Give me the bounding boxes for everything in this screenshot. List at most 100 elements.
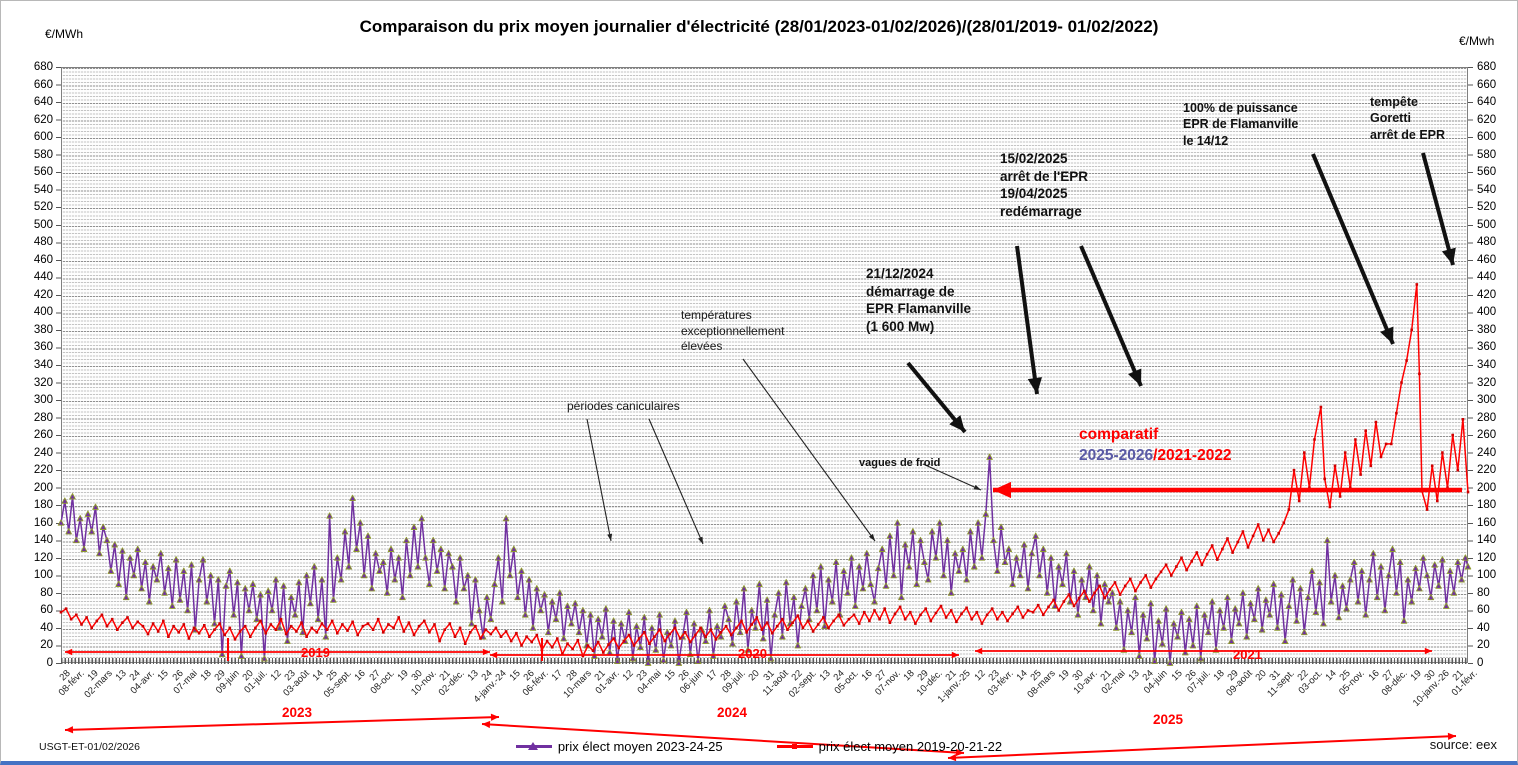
y-tick-label: 140	[33, 534, 53, 547]
y-tick-label: 60	[40, 604, 53, 617]
y-tick-label: 280	[1477, 411, 1497, 424]
y-tick-label: 200	[33, 481, 53, 494]
annotation-temperatures: températures exceptionnellement élevées	[681, 308, 785, 354]
y-tick-label: 280	[33, 411, 53, 424]
y-tick-label: 400	[33, 306, 53, 319]
y-axis-unit-left: €/MWh	[45, 27, 84, 41]
y-tick-label: 620	[1477, 113, 1497, 126]
y-tick-label: 100	[1477, 569, 1497, 582]
y-tick-label: 560	[1477, 166, 1497, 179]
y-axis-ticks-right	[1468, 67, 1473, 664]
y-tick-label: 520	[1477, 201, 1497, 214]
y-tick-label: 0	[1477, 657, 1484, 669]
y-tick-label: 120	[1477, 551, 1497, 564]
y-tick-label: 260	[33, 429, 53, 442]
y-tick-label: 420	[1477, 288, 1497, 301]
y-tick-label: 300	[33, 394, 53, 407]
source-label: source: eex	[1429, 737, 1497, 752]
y-tick-label: 220	[1477, 464, 1497, 477]
y-tick-label: 500	[33, 218, 53, 231]
legend-item-2019-20-21-22: prix élect moyen 2019-20-21-22	[776, 739, 1003, 754]
chart-legend: prix élect moyen 2023-24-25 prix élect m…	[1, 739, 1517, 754]
y-tick-label: 20	[1477, 639, 1490, 652]
y-tick-label: 640	[33, 96, 53, 109]
y-axis-ticks-left	[56, 67, 61, 664]
annotation-epr-demarrage: 21/12/2024 démarrage de EPR Flamanville …	[866, 266, 972, 334]
document-reference: USGT-ET-01/02/2026	[39, 741, 140, 753]
y-tick-label: 20	[40, 639, 53, 652]
y-tick-label: 140	[1477, 534, 1497, 547]
y-tick-label: 100	[33, 569, 53, 582]
y-tick-label: 320	[33, 376, 53, 389]
y-tick-label: 0	[46, 657, 53, 669]
y-tick-label: 120	[33, 551, 53, 564]
y-tick-label: 680	[33, 61, 53, 73]
legend-item-2023-24-25: prix élect moyen 2023-24-25	[515, 739, 723, 754]
y-tick-label: 40	[40, 621, 53, 634]
y-tick-label: 500	[1477, 218, 1497, 231]
y-tick-label: 240	[1477, 446, 1497, 459]
y-tick-label: 480	[33, 236, 53, 249]
y-tick-label: 560	[33, 166, 53, 179]
plot-area	[61, 67, 1468, 663]
y-tick-label: 540	[1477, 183, 1497, 196]
y-tick-label: 240	[33, 446, 53, 459]
comparatif-annotation: comparatif 2025-2026/2021-2022	[1079, 425, 1232, 467]
y-tick-label: 360	[1477, 341, 1497, 354]
y-tick-label: 340	[33, 359, 53, 371]
annotation-epr-arret: 15/02/2025 arrêt de l'EPR 19/04/2025 red…	[1000, 151, 1088, 219]
y-tick-label: 340	[1477, 359, 1497, 371]
y-tick-label: 520	[33, 201, 53, 214]
y-tick-label: 660	[33, 78, 53, 91]
y-tick-label: 380	[33, 323, 53, 336]
annotation-periode-2023: 2023	[282, 705, 313, 720]
annotation-periode-2019: 2019	[301, 645, 330, 660]
annotation-periode-2025: 2025	[1153, 712, 1184, 727]
y-tick-label: 400	[1477, 306, 1497, 319]
y-tick-label: 180	[1477, 499, 1497, 512]
y-tick-label: 160	[33, 516, 53, 529]
square-marker-icon	[791, 744, 797, 749]
y-tick-label: 480	[1477, 236, 1497, 249]
y-tick-label: 380	[1477, 323, 1497, 336]
annotation-canicules: périodes caniculaires	[567, 399, 680, 413]
y-tick-label: 460	[33, 253, 53, 266]
x-axis-minor-ticks	[61, 658, 1468, 664]
comparatif-line2-red: /2021-2022	[1153, 446, 1232, 464]
y-tick-label: 600	[1477, 131, 1497, 144]
annotation-periode-2024: 2024	[717, 705, 748, 720]
y-tick-label: 220	[33, 464, 53, 477]
y-tick-label: 540	[33, 183, 53, 196]
annotation-periode-2020: 2020	[738, 646, 767, 661]
y-tick-label: 260	[1477, 429, 1497, 442]
y-tick-label: 360	[33, 341, 53, 354]
y-tick-label: 580	[33, 148, 53, 161]
y-tick-label: 320	[1477, 376, 1497, 389]
y-tick-label: 440	[1477, 271, 1497, 284]
y-tick-label: 200	[1477, 481, 1497, 494]
legend-label: prix élect moyen 2019-20-21-22	[818, 739, 1003, 754]
y-tick-label: 40	[1477, 621, 1490, 634]
annotation-epr-pleine-puissance: 100% de puissance EPR de Flamanville le …	[1183, 101, 1299, 148]
y-tick-label: 660	[1477, 78, 1497, 91]
annotation-vagues-froid: vagues de froid	[859, 457, 941, 469]
legend-purple-line-marker	[515, 742, 552, 750]
triangle-marker-icon	[527, 742, 538, 750]
y-tick-label: 420	[33, 288, 53, 301]
chart-title: Comparaison du prix moyen journalier d'é…	[359, 17, 1159, 36]
y-tick-label: 60	[1477, 604, 1490, 617]
y-tick-label: 680	[1477, 61, 1497, 73]
y-tick-label: 180	[33, 499, 53, 512]
comparatif-line1: comparatif	[1079, 426, 1159, 443]
y-tick-label: 600	[33, 131, 53, 144]
comparatif-line2: 2025-2026/2021-2022	[1079, 446, 1232, 467]
legend-label: prix élect moyen 2023-24-25	[557, 739, 723, 754]
annotation-tempete-goretti: tempête Goretti arrêt de EPR	[1370, 95, 1446, 142]
comparatif-line2-purple: 2025-2026	[1079, 446, 1154, 464]
y-tick-label: 440	[33, 271, 53, 284]
annotation-periode-2021: 2021	[1233, 647, 1262, 662]
y-axis-unit-right: €/Mwh	[1459, 34, 1495, 48]
y-tick-label: 620	[33, 113, 53, 126]
